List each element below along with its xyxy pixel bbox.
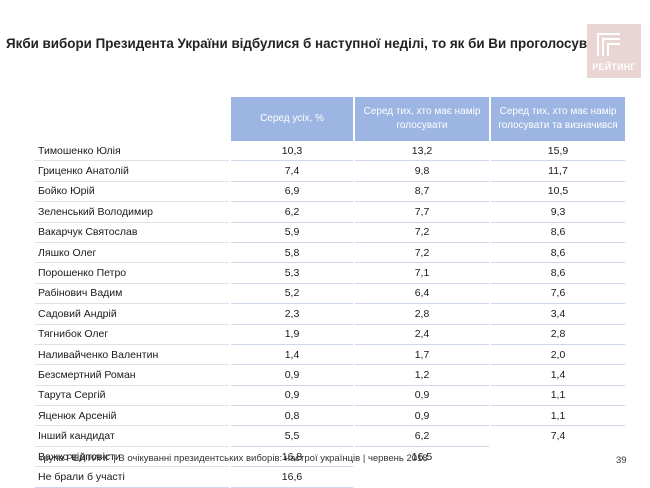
footer-source: група РЕЙТИНГ | В очікуванні президентсь… <box>40 453 428 464</box>
value-cell: 0,9 <box>231 384 353 406</box>
table-row: Бойко Юрій 6,9 8,7 10,5 <box>35 180 625 202</box>
value-cell: 2,4 <box>355 323 489 344</box>
value-cell: 9,3 <box>491 201 625 222</box>
table-row: Не брали б участі 16,6 <box>35 466 625 488</box>
candidate-name: Тимошенко Юлія <box>35 141 229 161</box>
value-cell: 11,7 <box>491 160 625 181</box>
value-cell: 0,8 <box>231 405 353 426</box>
candidate-name: Не брали б участі <box>35 466 229 488</box>
value-cell: 1,2 <box>355 364 489 385</box>
value-cell: 2,8 <box>355 303 489 324</box>
value-cell: 6,4 <box>355 282 489 304</box>
logo-mark-icon <box>597 33 620 56</box>
value-cell: 1,7 <box>355 343 489 365</box>
table-row: Тягнибок Олег 1,9 2,4 2,8 <box>35 323 625 344</box>
column-header: Серед тих, хто має намір голосувати та в… <box>491 97 625 141</box>
table-row: Інший кандидат 5,5 6,2 7,4 <box>35 425 625 446</box>
candidate-name: Тарута Сергій <box>35 384 229 406</box>
value-cell: 1,4 <box>491 364 625 385</box>
value-cell: 3,4 <box>491 303 625 324</box>
candidate-name: Інший кандидат <box>35 425 229 446</box>
page-number: 39 <box>616 455 627 466</box>
value-cell: 7,1 <box>355 262 489 283</box>
value-cell: 16,8 <box>231 445 353 467</box>
candidate-name: Безсмертний Роман <box>35 364 229 385</box>
value-cell: 7,7 <box>355 201 489 222</box>
value-cell: 5,8 <box>231 241 353 263</box>
value-cell: 2,8 <box>491 323 625 344</box>
table-row: Рабінович Вадим 5,2 6,4 7,6 <box>35 282 625 304</box>
value-cell: 2,3 <box>231 303 353 324</box>
table-header-row: Серед усіх, % Серед тих, хто має намір г… <box>35 97 625 141</box>
header-blank-cell <box>35 97 229 141</box>
value-cell: 5,2 <box>231 282 353 304</box>
value-cell: 10,5 <box>491 180 625 202</box>
column-header: Серед усіх, % <box>231 97 353 141</box>
value-cell: 7,4 <box>231 160 353 181</box>
candidate-name: Гриценко Анатолій <box>35 160 229 181</box>
candidate-name: Яценюк Арсеній <box>35 405 229 426</box>
value-cell: 2,0 <box>491 343 625 365</box>
value-cell: 7,6 <box>491 282 625 304</box>
empty-cell <box>355 466 489 488</box>
value-cell: 6,9 <box>231 180 353 202</box>
table-row: Порошенко Петро 5,3 7,1 8,6 <box>35 262 625 283</box>
value-cell: 8,7 <box>355 180 489 202</box>
value-cell: 13,2 <box>355 141 489 161</box>
value-cell: 8,6 <box>491 262 625 283</box>
rating-logo: РЕЙТИНГ <box>587 24 641 78</box>
logo-wordmark: РЕЙТИНГ <box>592 62 636 72</box>
empty-cell <box>491 445 625 467</box>
table-row: Вакарчук Святослав 5,9 7,2 8,6 <box>35 221 625 242</box>
empty-cell <box>491 466 625 488</box>
table-row: Безсмертний Роман 0,9 1,2 1,4 <box>35 364 625 385</box>
value-cell: 1,1 <box>491 405 625 426</box>
page-title: Якби вибори Президента України відбулися… <box>6 36 620 51</box>
table-row: Яценюк Арсеній 0,8 0,9 1,1 <box>35 405 625 426</box>
table-row: Гриценко Анатолій 7,4 9,8 11,7 <box>35 160 625 181</box>
table-row: Ляшко Олег 5,8 7,2 8,6 <box>35 241 625 263</box>
value-cell: 5,3 <box>231 262 353 283</box>
value-cell: 1,4 <box>231 343 353 365</box>
candidate-name: Тягнибок Олег <box>35 323 229 344</box>
value-cell: 5,9 <box>231 221 353 242</box>
value-cell: 9,8 <box>355 160 489 181</box>
column-header: Серед тих, хто має намір голосувати <box>355 97 489 141</box>
value-cell: 6,2 <box>355 425 489 446</box>
results-table: Серед усіх, % Серед тих, хто має намір г… <box>33 97 627 488</box>
value-cell: 16,6 <box>231 466 353 488</box>
candidate-name: Вакарчук Святослав <box>35 221 229 242</box>
value-cell: 16,5 <box>355 445 489 467</box>
candidate-name: Бойко Юрій <box>35 180 229 202</box>
value-cell: 7,2 <box>355 241 489 263</box>
value-cell: 0,9 <box>355 384 489 406</box>
candidate-name: Ляшко Олег <box>35 241 229 263</box>
value-cell: 7,2 <box>355 221 489 242</box>
candidate-name: Зеленський Володимир <box>35 201 229 222</box>
table-row: Садовий Андрій 2,3 2,8 3,4 <box>35 303 625 324</box>
candidate-name: Садовий Андрій <box>35 303 229 324</box>
value-cell: 15,9 <box>491 141 625 161</box>
candidate-name: Рабінович Вадим <box>35 282 229 304</box>
table-row: Зеленський Володимир 6,2 7,7 9,3 <box>35 201 625 222</box>
candidate-name: Важко відповісти <box>35 445 229 467</box>
value-cell: 0,9 <box>355 405 489 426</box>
value-cell: 8,6 <box>491 241 625 263</box>
table-row: Важко відповісти 16,8 16,5 <box>35 445 625 467</box>
candidate-name: Наливайченко Валентин <box>35 343 229 365</box>
value-cell: 1,9 <box>231 323 353 344</box>
table-row: Тарута Сергій 0,9 0,9 1,1 <box>35 384 625 406</box>
table-row: Наливайченко Валентин 1,4 1,7 2,0 <box>35 343 625 365</box>
value-cell: 8,6 <box>491 221 625 242</box>
value-cell: 7,4 <box>491 425 625 446</box>
value-cell: 1,1 <box>491 384 625 406</box>
value-cell: 0,9 <box>231 364 353 385</box>
value-cell: 6,2 <box>231 201 353 222</box>
table-row: Тимошенко Юлія 10,3 13,2 15,9 <box>35 141 625 161</box>
value-cell: 5,5 <box>231 425 353 446</box>
value-cell: 10,3 <box>231 141 353 161</box>
candidate-name: Порошенко Петро <box>35 262 229 283</box>
